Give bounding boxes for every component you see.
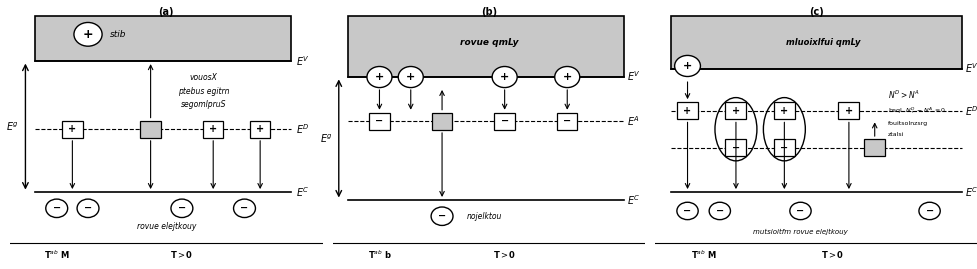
Text: +: + <box>683 106 691 116</box>
Text: +: + <box>499 72 509 82</box>
Circle shape <box>46 199 67 218</box>
Text: fouitsolnzsrg: fouitsolnzsrg <box>887 122 927 126</box>
Circle shape <box>491 66 517 88</box>
Text: nojelktou: nojelktou <box>467 212 502 221</box>
Text: −: − <box>731 143 740 153</box>
Text: +: + <box>844 106 852 116</box>
Text: $E^D$: $E^D$ <box>964 104 977 118</box>
Text: −: − <box>924 206 933 216</box>
Text: rovue qmLy: rovue qmLy <box>459 38 518 47</box>
Circle shape <box>234 199 255 218</box>
Text: $\mathbf{T} > \mathbf{0}$: $\mathbf{T} > \mathbf{0}$ <box>492 249 516 260</box>
Text: (a): (a) <box>158 7 174 17</box>
Text: $E^C$: $E^C$ <box>964 186 977 199</box>
Bar <box>35 16 291 61</box>
Text: $E^g$: $E^g$ <box>7 121 20 133</box>
Text: +: + <box>405 72 415 82</box>
Text: −: − <box>53 203 61 213</box>
Circle shape <box>554 66 579 88</box>
Text: mluoixlfui qmLy: mluoixlfui qmLy <box>786 38 860 47</box>
Circle shape <box>431 207 452 225</box>
Text: −: − <box>240 203 248 213</box>
Circle shape <box>77 199 99 218</box>
Text: −: − <box>780 143 787 153</box>
Text: $E^V$: $E^V$ <box>296 54 310 68</box>
Bar <box>864 139 884 156</box>
Text: beqL $N^D_+ - N^A_- = 0$: beqL $N^D_+ - N^A_- = 0$ <box>887 105 945 116</box>
Text: $\mathbf{T} > \mathbf{0}$: $\mathbf{T} > \mathbf{0}$ <box>170 249 193 260</box>
Text: mutsioitfm rovue elejtkouy: mutsioitfm rovue elejtkouy <box>752 229 847 235</box>
Bar <box>141 121 160 138</box>
Text: −: − <box>683 206 691 216</box>
Text: −: − <box>438 211 446 221</box>
Bar <box>250 121 270 138</box>
Text: −: − <box>715 206 723 216</box>
Text: +: + <box>256 124 264 134</box>
Text: ptebus egitrn: ptebus egitrn <box>178 87 230 95</box>
Text: $\mathbf{T}^{ab}\ \mathbf{b}$: $\mathbf{T}^{ab}\ \mathbf{b}$ <box>367 248 391 261</box>
Bar <box>203 121 223 138</box>
Bar <box>63 121 82 138</box>
Text: +: + <box>562 72 572 82</box>
Circle shape <box>918 202 939 220</box>
Text: $E^g$: $E^g$ <box>319 132 332 145</box>
Text: (b): (b) <box>481 7 496 17</box>
Text: $E^D$: $E^D$ <box>296 122 310 136</box>
Text: $N^D > N^A$: $N^D > N^A$ <box>887 89 918 101</box>
Circle shape <box>676 202 698 220</box>
Bar <box>557 113 576 130</box>
Circle shape <box>708 202 730 220</box>
Bar <box>725 102 745 119</box>
Text: $E^C$: $E^C$ <box>296 186 310 199</box>
Text: +: + <box>682 61 692 71</box>
Text: $\mathbf{T}^{ab}\ \mathbf{M}$: $\mathbf{T}^{ab}\ \mathbf{M}$ <box>44 248 69 261</box>
Text: +: + <box>83 28 93 41</box>
Bar <box>432 113 451 130</box>
Bar <box>676 102 698 119</box>
Text: vouosX: vouosX <box>190 73 218 82</box>
Text: +: + <box>374 72 384 82</box>
Text: −: − <box>563 116 571 126</box>
Text: $E^V$: $E^V$ <box>626 70 640 83</box>
Text: ztalsi: ztalsi <box>887 132 903 137</box>
Text: $\mathbf{T} > \mathbf{0}$: $\mathbf{T} > \mathbf{0}$ <box>821 249 843 260</box>
Bar <box>348 16 623 76</box>
Text: +: + <box>68 124 76 134</box>
Circle shape <box>366 66 392 88</box>
Text: (c): (c) <box>808 7 824 17</box>
Bar <box>494 113 514 130</box>
Text: −: − <box>178 203 186 213</box>
Circle shape <box>674 55 700 76</box>
Text: −: − <box>375 116 383 126</box>
Circle shape <box>74 22 102 46</box>
Bar <box>773 102 794 119</box>
Text: stib: stib <box>109 30 126 39</box>
Circle shape <box>789 202 810 220</box>
Circle shape <box>398 66 423 88</box>
Bar <box>369 113 389 130</box>
Text: −: − <box>84 203 92 213</box>
Text: $E^C$: $E^C$ <box>626 193 640 207</box>
Text: $\mathbf{T}^{ab}\ \mathbf{M}$: $\mathbf{T}^{ab}\ \mathbf{M}$ <box>690 248 716 261</box>
Text: rovue elejtkouy: rovue elejtkouy <box>137 222 195 231</box>
Text: +: + <box>209 124 217 134</box>
Text: +: + <box>731 106 740 116</box>
Circle shape <box>171 199 192 218</box>
Text: $E^V$: $E^V$ <box>964 62 977 76</box>
Text: −: − <box>795 206 804 216</box>
Text: segomlpruS: segomlpruS <box>181 100 227 109</box>
Text: +: + <box>780 106 787 116</box>
Bar <box>837 102 859 119</box>
Bar <box>773 139 794 156</box>
Text: $E^A$: $E^A$ <box>626 114 639 128</box>
Bar <box>725 139 745 156</box>
Bar <box>670 16 960 69</box>
Text: −: − <box>500 116 508 126</box>
